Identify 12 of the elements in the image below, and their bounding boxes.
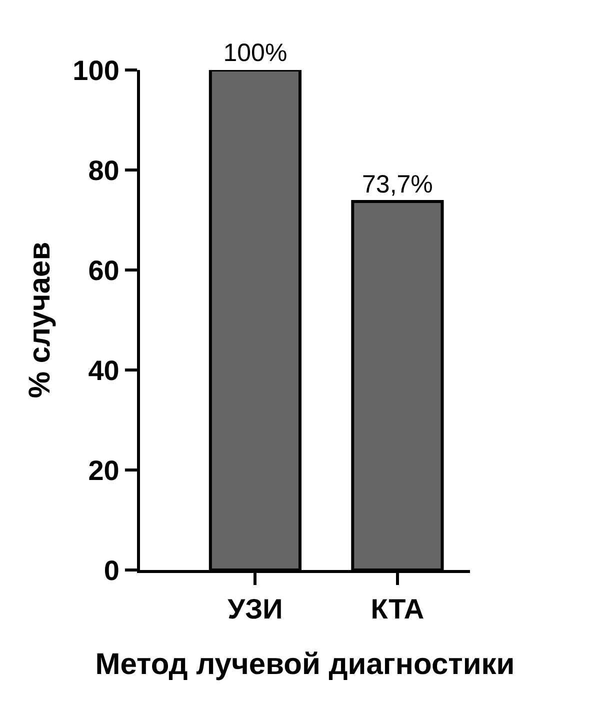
y-tick-label: 0 — [104, 554, 120, 586]
x-tick-label: УЗИ — [228, 594, 283, 625]
y-tick-label: 100 — [72, 54, 120, 86]
x-tick-label: КТА — [370, 594, 424, 625]
y-tick-label: 40 — [88, 354, 120, 386]
x-axis-title: Метод лучевой диагностики — [95, 648, 515, 682]
data-label: 100% — [223, 39, 288, 67]
data-label: 73,7% — [362, 170, 433, 198]
y-tick-label: 80 — [88, 154, 120, 186]
y-tick-label: 20 — [88, 454, 120, 486]
y-axis-title: % случаев — [24, 242, 57, 398]
y-tick-label: 60 — [88, 254, 120, 286]
